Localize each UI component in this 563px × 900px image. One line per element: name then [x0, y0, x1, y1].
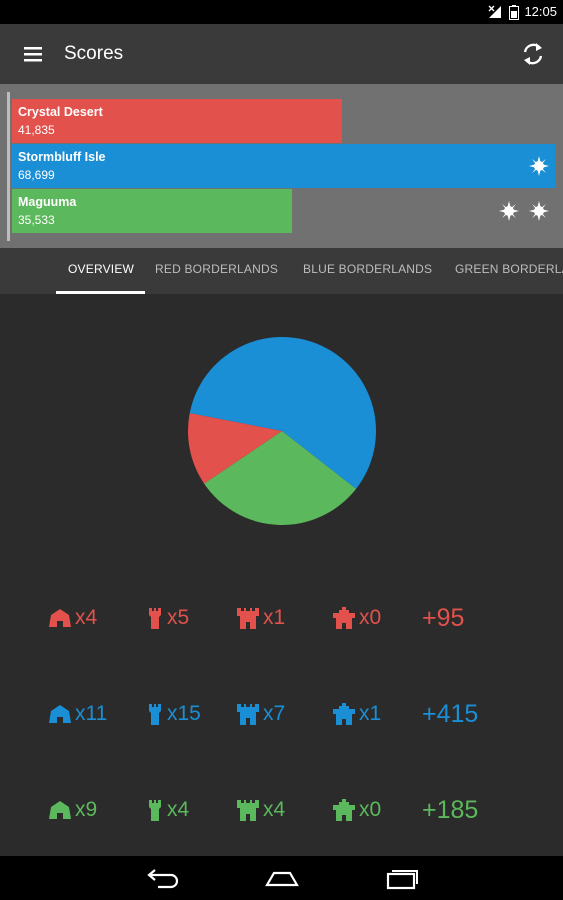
pie-chart-svg: [188, 337, 376, 525]
stat-count: x1: [263, 606, 286, 629]
signal-icon: [488, 5, 502, 18]
pie-slice-blue: [189, 337, 376, 489]
bloodlust-icon: [529, 156, 549, 176]
pie-slice-red: [188, 413, 282, 484]
stat-row-blue: x11 x15 x7 x1 +415: [0, 683, 563, 743]
stat-income: +415: [422, 700, 479, 728]
stat-camps: x4: [48, 605, 97, 631]
score-bar-red[interactable]: Crystal Desert 41,835: [12, 99, 342, 143]
pie-slice-green: [204, 431, 357, 525]
stat-castles: x0: [332, 797, 381, 823]
back-icon[interactable]: [144, 866, 180, 890]
score-bar-value: 35,533: [18, 213, 55, 227]
stat-income: +95: [422, 604, 465, 632]
score-bar-value: 68,699: [18, 168, 55, 182]
score-pie-chart: [185, 334, 379, 528]
castle-icon: [333, 607, 355, 629]
tower-icon: [149, 704, 161, 725]
score-panel-accent: [7, 92, 10, 241]
score-bar-name: Stormbluff Isle: [18, 150, 106, 164]
stat-count: x1: [359, 702, 382, 725]
stat-count: x0: [359, 606, 382, 629]
tab-red-borderlands[interactable]: RED BORDERLANDS: [155, 262, 279, 276]
score-bar-green[interactable]: Maguuma 35,533: [12, 189, 292, 233]
refresh-icon[interactable]: [519, 40, 547, 68]
keep-icon: [237, 800, 259, 821]
stat-row-red: x4 x5 x1 x0 +95: [0, 587, 563, 647]
stat-keeps: x1: [236, 605, 285, 631]
home-icon[interactable]: [264, 866, 300, 890]
stat-camps: x9: [48, 797, 97, 823]
score-bar-value: 41,835: [18, 123, 55, 137]
tower-icon: [149, 608, 161, 629]
bloodlust-icon: [499, 201, 519, 221]
camp-icon: [49, 609, 71, 627]
stat-count: x4: [75, 606, 98, 629]
stat-towers: x4: [146, 797, 189, 823]
stat-count: x0: [359, 798, 382, 821]
stat-count: x4: [263, 798, 286, 821]
tab-overview[interactable]: OVERVIEW: [68, 262, 135, 276]
stat-castles: x0: [332, 605, 381, 631]
tab-strip: OVERVIEW RED BORDERLANDS BLUE BORDERLAND…: [0, 248, 563, 294]
keep-icon: [237, 704, 259, 725]
score-bar-name: Maguuma: [18, 195, 77, 209]
stat-income: +185: [422, 796, 479, 824]
action-bar: Scores: [0, 24, 563, 84]
castle-icon: [333, 799, 355, 821]
keep-icon: [237, 608, 259, 629]
stat-castles: x1: [332, 701, 381, 727]
stat-keeps: x7: [236, 701, 285, 727]
recents-icon[interactable]: [384, 866, 420, 890]
page-title: Scores: [64, 43, 124, 64]
stat-count: x9: [75, 798, 98, 821]
stat-towers: x15: [146, 701, 201, 727]
tab-blue-borderlands[interactable]: BLUE BORDERLANDS: [303, 262, 433, 276]
stat-count: x4: [167, 798, 190, 821]
stat-towers: x5: [146, 605, 189, 631]
status-bar: 12:05: [0, 0, 563, 24]
bloodlust-icon: [529, 201, 549, 221]
stat-count: x15: [167, 702, 201, 725]
stat-keeps: x4: [236, 797, 285, 823]
stat-count: x7: [263, 702, 286, 725]
tab-indicator: [56, 291, 145, 294]
stat-camps: x11: [48, 701, 107, 727]
castle-icon: [333, 703, 355, 725]
status-time: 12:05: [524, 4, 557, 19]
system-nav-bar: [0, 856, 563, 900]
score-panel: Crystal Desert 41,835 Stormbluff Isle 68…: [0, 84, 563, 248]
stat-count: x11: [75, 702, 108, 725]
stat-count: x5: [167, 606, 190, 629]
score-bar-blue[interactable]: Stormbluff Isle 68,699: [12, 144, 556, 188]
menu-icon[interactable]: [18, 42, 48, 66]
tower-icon: [149, 800, 161, 821]
battery-icon: [509, 4, 520, 20]
score-bar-name: Crystal Desert: [18, 105, 103, 119]
camp-icon: [49, 801, 71, 819]
tab-green-borderlands[interactable]: GREEN BORDERLANDS: [455, 262, 563, 276]
stat-row-green: x9 x4 x4 x0 +185: [0, 779, 563, 839]
camp-icon: [49, 705, 71, 723]
